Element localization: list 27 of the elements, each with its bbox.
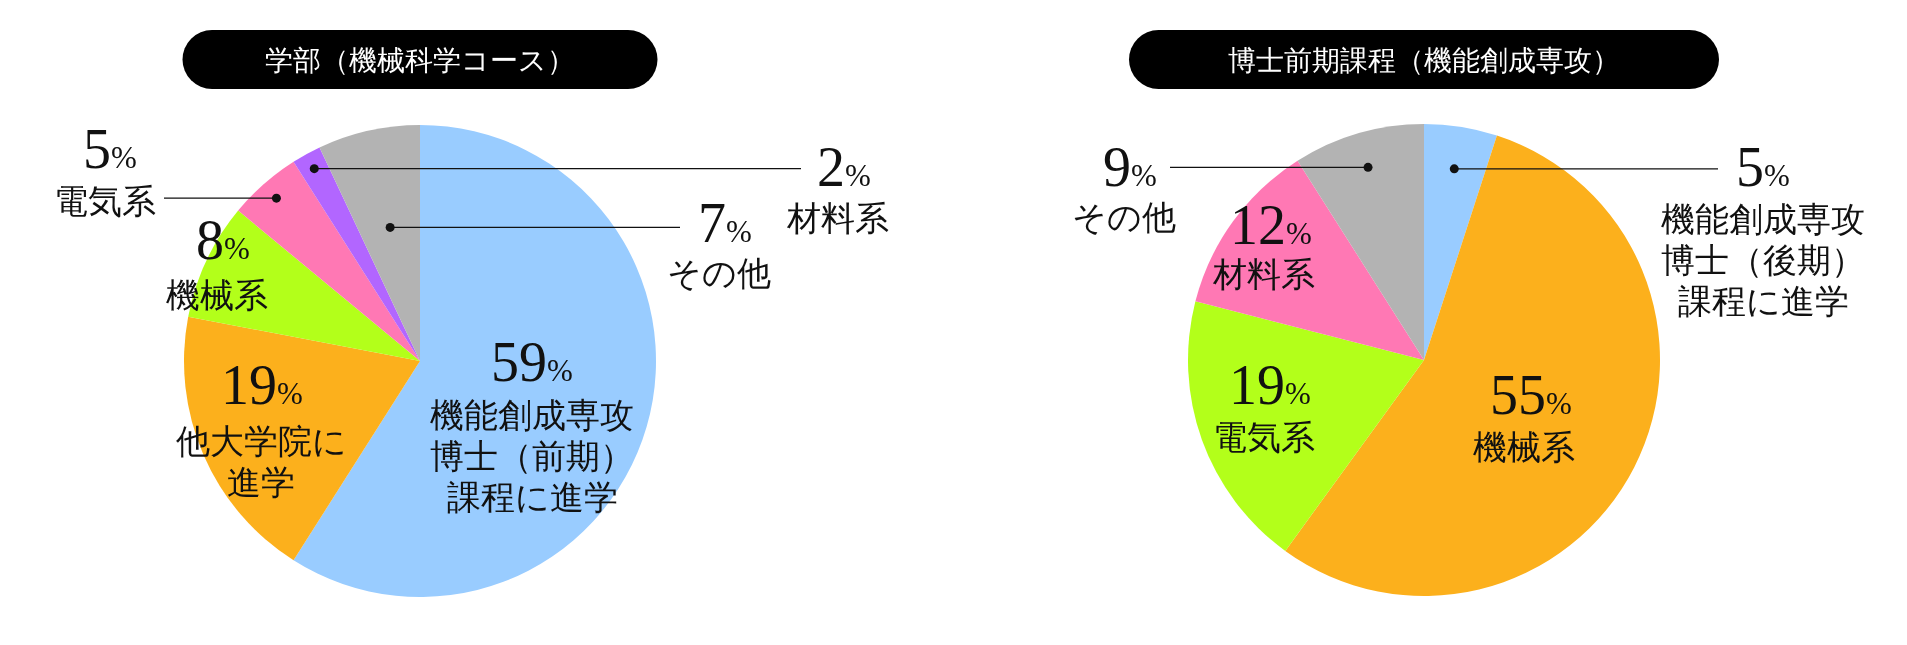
pie-slice bbox=[1188, 301, 1424, 551]
slice-label: その他 bbox=[667, 254, 771, 292]
pie-slice bbox=[1195, 160, 1424, 360]
pie-slice bbox=[1424, 124, 1497, 360]
data-label: 59% bbox=[491, 331, 573, 393]
data-label: 8% bbox=[196, 209, 250, 271]
slice-label: 機能創成専攻博士（前期）課程に進学 bbox=[430, 396, 634, 516]
slice-label: その他 bbox=[1072, 198, 1176, 236]
chart-title: 学部（機械科学コース） bbox=[265, 44, 575, 76]
data-label: 5% bbox=[83, 118, 137, 180]
data-label: 19% bbox=[1229, 354, 1311, 416]
slice-label: 電気系 bbox=[1213, 418, 1315, 456]
slice-label: 機能創成専攻博士（後期）課程に進学 bbox=[1661, 200, 1865, 320]
data-label: 7% bbox=[698, 192, 752, 254]
data-label: 9% bbox=[1103, 136, 1157, 198]
data-label: 5% bbox=[1736, 136, 1790, 198]
slice-label: 機械系 bbox=[1473, 428, 1575, 466]
data-label: 19% bbox=[221, 354, 303, 416]
pie-slice bbox=[293, 147, 420, 361]
slice-label: 材料系 bbox=[786, 199, 889, 237]
data-label: 2% bbox=[817, 136, 871, 198]
slice-label: 電気系 bbox=[54, 182, 156, 220]
data-label: 12% bbox=[1230, 194, 1312, 256]
chart-title: 博士前期課程（機能創成専攻） bbox=[1228, 44, 1620, 76]
pie-slice bbox=[319, 125, 420, 361]
slice-label: 材料系 bbox=[1212, 255, 1315, 293]
data-label: 55% bbox=[1490, 364, 1572, 426]
